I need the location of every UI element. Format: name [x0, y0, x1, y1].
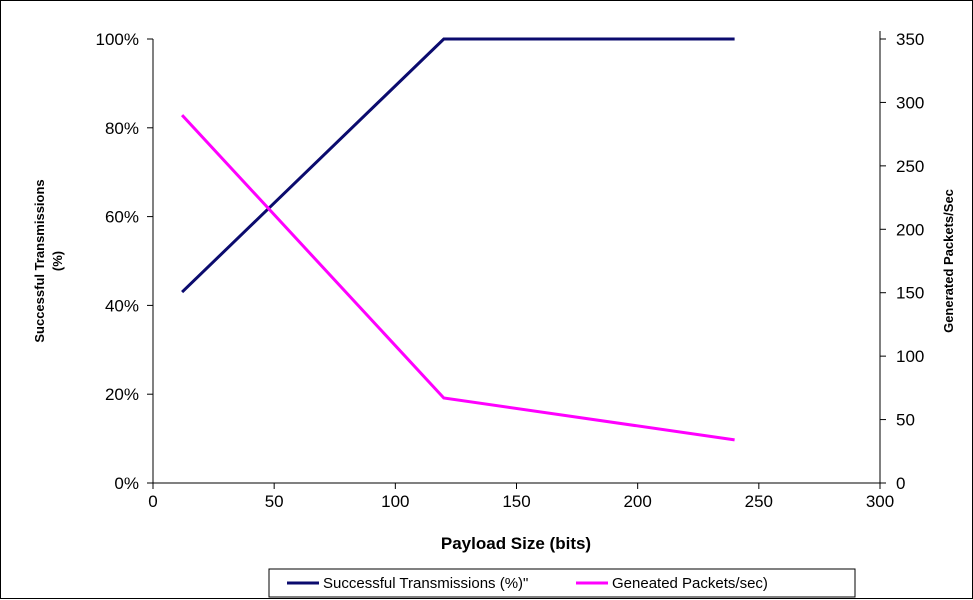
x-tick-label: 300 [866, 492, 894, 511]
y-right-tick-label: 50 [896, 411, 915, 430]
y-right-tick-label: 150 [896, 284, 924, 303]
y-left-tick-labels: 0% 20% 40% 60% 80% 100% [96, 30, 153, 493]
x-tick-label: 150 [502, 492, 530, 511]
series-line-1 [181, 37, 735, 294]
legend: Successful Transmissions (%)" Geneated Pa… [268, 568, 856, 598]
x-axis-title: Payload Size (bits) [441, 534, 591, 553]
y-right-axis-title: Generated Packets/Sec [941, 189, 956, 333]
x-tick-labels: 0 50 100 150 200 250 300 [148, 483, 894, 511]
y-left-tick-label: 100% [96, 30, 139, 49]
y-right-tick-label: 250 [896, 157, 924, 176]
y-left-tick-label: 40% [105, 296, 139, 315]
y-left-axis-title: Successful Transmissions (%) [32, 179, 65, 342]
y-right-tick-label: 100 [896, 347, 924, 366]
y-right-tick-label: 300 [896, 93, 924, 112]
x-tick-label: 250 [745, 492, 773, 511]
x-tick-label: 0 [148, 492, 157, 511]
y-left-tick-label: 60% [105, 208, 139, 227]
legend-label-2: Geneated Packets/sec) [612, 575, 768, 592]
legend-label-1: Successful Transmissions (%)" [323, 575, 528, 592]
legend-items: Successful Transmissions (%)" Geneated Pa… [287, 575, 768, 592]
x-tick-label: 50 [265, 492, 284, 511]
y-right-tick-label: 0 [896, 474, 905, 493]
x-tick-label: 100 [381, 492, 409, 511]
y-right-tick-labels: 0 50 100 150 200 250 300 350 [880, 30, 924, 493]
y-left-tick-label: 20% [105, 385, 139, 404]
y-left-tick-label: 80% [105, 119, 139, 138]
y-right-tick-label: 350 [896, 30, 924, 49]
y-left-axis-title-line: Successful Transmissions [32, 179, 47, 342]
y-left-axis-title-line: (%) [50, 251, 65, 271]
legend-box [268, 568, 856, 598]
y-left-tick-label: 0% [114, 474, 139, 493]
series-line-2 [180, 114, 735, 442]
x-tick-label: 200 [623, 492, 651, 511]
axes [152, 31, 881, 484]
y-right-tick-label: 200 [896, 220, 924, 239]
series-lines [180, 37, 735, 442]
